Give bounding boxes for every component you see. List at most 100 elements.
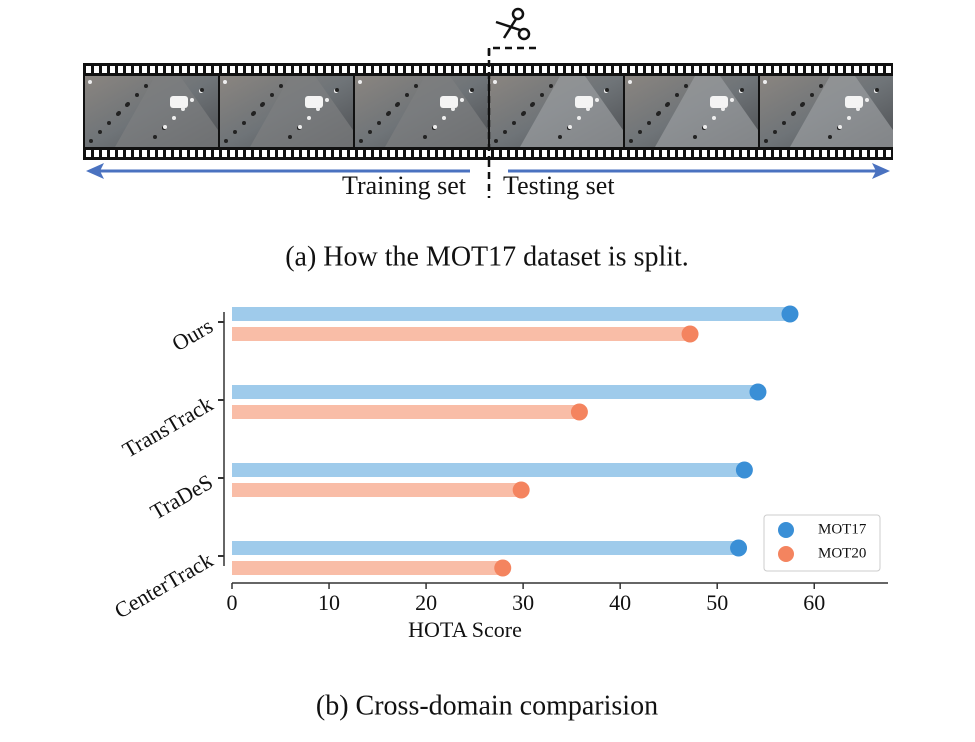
perforation <box>542 150 547 157</box>
perforation <box>750 150 755 157</box>
perforation <box>534 66 539 73</box>
dot <box>730 539 748 557</box>
perforation <box>126 66 131 73</box>
bar <box>232 307 790 321</box>
perforation <box>886 150 891 157</box>
perforation <box>454 150 459 157</box>
bar <box>232 463 745 477</box>
perforation <box>110 150 115 157</box>
perforation <box>590 150 595 157</box>
bar <box>232 385 758 399</box>
x-tick-label: 30 <box>512 590 534 615</box>
perforation <box>118 66 123 73</box>
perforation <box>174 150 179 157</box>
perforation <box>406 66 411 73</box>
frame-person <box>595 98 599 102</box>
perforation <box>134 66 139 73</box>
frame-person <box>181 107 185 111</box>
perforation <box>574 150 579 157</box>
perforation <box>190 66 195 73</box>
perforation <box>190 150 195 157</box>
frame-person <box>721 107 725 111</box>
frame-person <box>638 130 642 134</box>
perforation <box>862 66 867 73</box>
frame-person <box>540 93 544 97</box>
frame-person <box>782 121 786 125</box>
frame-person <box>460 98 464 102</box>
frame-person <box>875 88 879 92</box>
perforation <box>350 150 355 157</box>
perforation <box>726 150 731 157</box>
perforation <box>878 150 883 157</box>
training-label: Training set <box>342 171 467 200</box>
perforation <box>262 66 267 73</box>
perforation <box>94 66 99 73</box>
bar <box>232 541 739 555</box>
perforation <box>494 150 499 157</box>
perforation <box>222 66 227 73</box>
perforation <box>766 66 771 73</box>
perforation <box>718 66 723 73</box>
frame-person <box>451 107 455 111</box>
arrow-head-left <box>86 163 104 179</box>
perforation <box>758 150 763 157</box>
frame-person <box>117 111 121 115</box>
perforation <box>358 66 363 73</box>
perforation <box>150 150 155 157</box>
perforation <box>414 150 419 157</box>
perforation <box>278 66 283 73</box>
x-tick-label: 10 <box>318 590 340 615</box>
perforation <box>390 66 395 73</box>
perforation <box>366 66 371 73</box>
frame-car <box>845 96 863 108</box>
perforation <box>198 66 203 73</box>
perforation <box>438 150 443 157</box>
perforation <box>550 150 555 157</box>
frame-person <box>792 111 796 115</box>
frame-person <box>279 84 283 88</box>
frame-person <box>288 135 292 139</box>
frame-road <box>250 76 353 147</box>
frame-car <box>440 96 458 108</box>
perforation <box>294 66 299 73</box>
perforation <box>334 150 339 157</box>
perforation <box>182 66 187 73</box>
frame-person <box>629 139 633 143</box>
perforation <box>110 66 115 73</box>
frame-person <box>693 135 697 139</box>
frame-person <box>377 121 381 125</box>
perforation <box>86 150 91 157</box>
perforation <box>270 150 275 157</box>
dot <box>494 559 512 577</box>
x-tick-label: 50 <box>706 590 728 615</box>
perforation <box>766 150 771 157</box>
perforation <box>526 150 531 157</box>
frame-person <box>819 84 823 88</box>
y-tick-label: TraDeS <box>146 469 217 524</box>
frame-person <box>242 121 246 125</box>
frame-person <box>414 84 418 88</box>
frame-person <box>307 116 311 120</box>
perforation <box>582 150 587 157</box>
perforation <box>446 150 451 157</box>
frame-road <box>520 76 623 147</box>
perforation <box>166 150 171 157</box>
perforation <box>158 150 163 157</box>
perforation <box>286 66 291 73</box>
frame-person <box>512 121 516 125</box>
perforation <box>254 150 259 157</box>
dot <box>749 383 767 401</box>
perforation <box>838 150 843 157</box>
legend-swatch <box>778 522 794 538</box>
frame-person <box>261 102 265 106</box>
frame-person <box>89 139 93 143</box>
perforation <box>102 150 107 157</box>
perforation <box>862 150 867 157</box>
perforation <box>310 150 315 157</box>
frame-person <box>423 135 427 139</box>
frame-person <box>531 102 535 106</box>
frame-person <box>522 111 526 115</box>
frame-person <box>144 84 148 88</box>
frame-car <box>575 96 593 108</box>
x-tick-label: 60 <box>803 590 825 615</box>
